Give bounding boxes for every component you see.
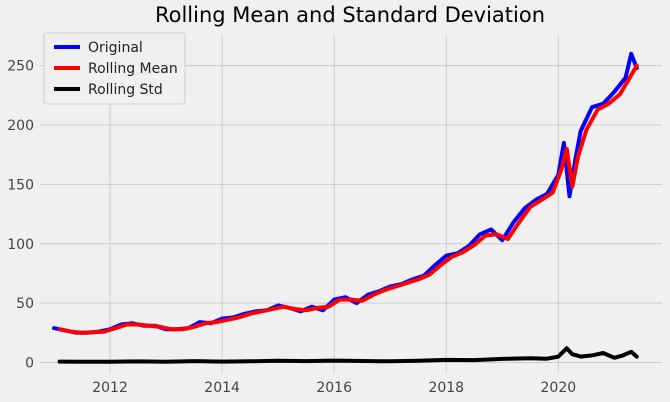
y-tick-label: 200: [7, 118, 34, 134]
tick-labels: 2012 2014 2016 2018 2020 0 50 100 150 200 250: [7, 59, 576, 396]
y-tick-label: 150: [7, 177, 34, 193]
x-tick-label: 2016: [316, 380, 352, 396]
y-tick-label: 100: [7, 237, 34, 253]
x-tick-label: 2012: [92, 380, 128, 396]
legend-label-original: Original: [88, 40, 143, 56]
legend-label-rolling-mean: Rolling Mean: [88, 61, 178, 77]
y-tick-label: 0: [25, 356, 34, 372]
grid: [40, 36, 662, 372]
series-line-rolling-std: [57, 346, 639, 364]
chart-title: Rolling Mean and Standard Deviation: [155, 3, 545, 27]
legend: Original Rolling Mean Rolling Std: [43, 32, 186, 105]
x-tick-label: 2014: [204, 380, 240, 396]
series-line-rolling-mean: [57, 63, 639, 335]
y-tick-label: 250: [7, 59, 34, 75]
legend-box: [43, 32, 186, 105]
x-tick-label: 2020: [541, 380, 577, 396]
series-layer: [52, 51, 639, 364]
legend-label-rolling-std: Rolling Std: [88, 82, 163, 98]
x-tick-label: 2018: [428, 380, 464, 396]
y-tick-label: 50: [16, 296, 34, 312]
